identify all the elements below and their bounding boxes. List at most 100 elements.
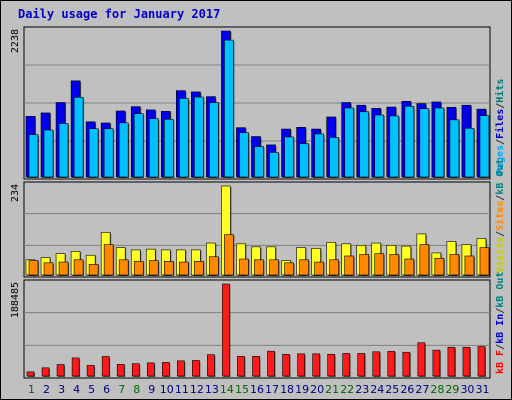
y-max-label-visits: 234 (10, 184, 21, 202)
day-label: 9 (148, 383, 155, 396)
bar-visits-sites (58, 261, 69, 276)
bar-visits-sites (239, 258, 249, 276)
bar-hits-files (73, 96, 84, 178)
bar-hits-files (88, 128, 99, 178)
bar-kbytes-kb-f (146, 362, 155, 377)
bar-visits-sites (404, 258, 415, 276)
bar-hits-files (118, 122, 129, 178)
day-label: 15 (235, 383, 249, 396)
bar-hits-files (254, 146, 264, 178)
legend-visits: Visits/Sites/kB Out (494, 159, 506, 273)
bar-kbytes-kb-f (41, 367, 50, 377)
bar-hits-files (133, 113, 144, 178)
day-label: 8 (133, 383, 140, 396)
bar-kbytes-kb-f (237, 356, 245, 377)
day-label: 2 (43, 383, 50, 396)
bar-visits-sites (344, 255, 354, 276)
day-label: 5 (88, 383, 95, 396)
bar-kbytes-kb-f (327, 353, 335, 377)
bar-visits-sites (479, 247, 490, 276)
bar-visits-sites (254, 259, 264, 276)
bar-hits-files (148, 118, 159, 178)
legend-item: Files (494, 109, 506, 139)
y-max-label-kbytes: 188485 (10, 282, 21, 318)
day-label: 13 (205, 383, 219, 396)
bar-hits-files (419, 108, 430, 178)
bar-hits-files (479, 115, 490, 178)
bar-hits-files (359, 111, 370, 178)
bar-visits-sites (43, 262, 54, 276)
legend-hits: Pages/Files/Hits (494, 79, 506, 175)
bar-kbytes-kb-f (177, 360, 185, 377)
bar-visits-sites (209, 256, 219, 276)
bar-kbytes-kb-f (477, 346, 486, 377)
bar-visits-sites (329, 259, 339, 276)
day-label: 20 (310, 383, 324, 396)
bar-kbytes-kb-f (372, 351, 381, 377)
bar-kbytes-kb-f (222, 283, 230, 377)
bar-visits-sites (163, 261, 174, 276)
bar-hits-files (389, 115, 400, 178)
bar-kbytes-kb-f (267, 350, 275, 377)
bar-hits-files (179, 98, 189, 178)
bar-hits-files (163, 118, 174, 178)
day-label: 11 (175, 383, 189, 396)
bar-visits-sites (88, 264, 99, 276)
bar-visits-sites (28, 260, 39, 276)
bar-hits-files (344, 107, 354, 178)
bar-kbytes-kb-f (297, 353, 305, 377)
legend-item: Pages (495, 145, 506, 175)
bar-visits-sites (449, 254, 460, 276)
legend-kbytes: kB F/kB In/kB Out (495, 272, 506, 374)
bar-hits-files (464, 128, 475, 178)
legend-item: / (495, 195, 506, 201)
bar-kbytes-kb-f (312, 353, 320, 377)
bar-kbytes-kb-f (26, 371, 35, 377)
legend-item: kB Out (495, 159, 506, 195)
bar-visits-sites (434, 257, 445, 276)
bar-hits-files (269, 152, 279, 178)
bar-visits-sites (389, 254, 400, 276)
bar-visits-sites (374, 253, 385, 276)
bar-kbytes-kb-f (161, 362, 170, 377)
day-label: 31 (475, 383, 489, 396)
day-label: 24 (370, 383, 384, 396)
day-label: 17 (265, 383, 279, 396)
bar-hits-files (434, 107, 445, 178)
bar-visits-sites (148, 260, 159, 276)
bar-hits-files (43, 129, 54, 178)
bar-kbytes-kb-f (402, 351, 411, 377)
day-label: 23 (355, 383, 369, 396)
y-max-label-hits: 2238 (10, 29, 21, 53)
day-label: 1 (28, 383, 35, 396)
bar-kbytes-kb-f (207, 354, 215, 377)
bar-hits-files (209, 102, 219, 178)
bar-kbytes-kb-f (116, 363, 125, 377)
day-label: 3 (58, 383, 65, 396)
bar-hits-files (239, 132, 249, 178)
bar-hits-files (58, 123, 69, 178)
day-label: 19 (295, 383, 309, 396)
bar-hits-files (103, 128, 114, 178)
bar-kbytes-kb-f (282, 353, 290, 377)
day-label: 26 (400, 383, 414, 396)
legend-item: kB Out (495, 272, 506, 308)
bar-kbytes-kb-f (357, 353, 366, 377)
legend-item: kB F (495, 350, 506, 374)
bar-hits-files (449, 119, 460, 178)
bar-hits-files (374, 114, 385, 178)
bar-visits-sites (103, 244, 114, 276)
legend-item: / (495, 308, 506, 314)
bar-kbytes-kb-f (342, 353, 350, 377)
legend-item: Hits (494, 79, 506, 103)
legend-item: Sites (494, 201, 506, 231)
bar-visits-sites (299, 259, 309, 276)
legend-item: / (495, 103, 506, 109)
legend-item: / (495, 344, 506, 350)
day-label: 28 (430, 383, 444, 396)
bar-visits-sites (179, 261, 189, 276)
bar-kbytes-kb-f (417, 342, 426, 377)
bar-hits-files (224, 39, 234, 178)
bar-kbytes-kb-f (86, 365, 95, 377)
